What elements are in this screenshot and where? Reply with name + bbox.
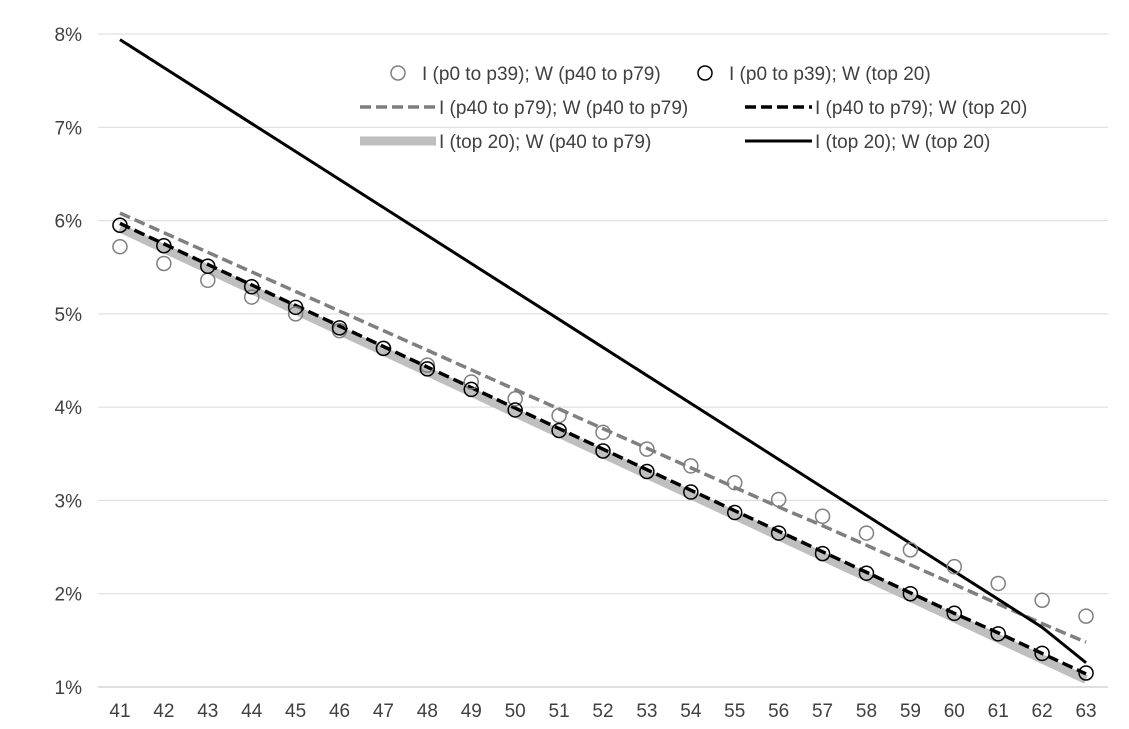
data-point: [551, 407, 567, 424]
legend-label: I (top 20); W (top 20): [815, 132, 990, 153]
x-tick-label: 62: [1032, 701, 1053, 722]
data-point: [112, 238, 128, 255]
y-tick-label: 1%: [55, 678, 83, 699]
x-tick-label: 54: [680, 701, 702, 722]
data-point: [200, 272, 216, 289]
x-tick-label: 47: [373, 701, 394, 722]
data-point: [814, 545, 831, 562]
data-point: [639, 441, 655, 457]
x-tick-label: 42: [153, 701, 174, 722]
x-tick-label: 63: [1075, 701, 1096, 722]
x-tick-label: 55: [724, 701, 745, 722]
x-tick-label: 48: [417, 701, 438, 722]
data-point: [726, 474, 743, 491]
x-tick-label: 56: [768, 701, 789, 722]
x-tick-label: 51: [549, 701, 570, 722]
data-point: [639, 463, 655, 480]
legend: I (p0 to p39); W (p40 to p79) I (p0 to p3…: [360, 64, 1027, 153]
x-tick-label: 60: [944, 701, 965, 722]
data-point: [112, 217, 128, 233]
legend-label: I (p40 to p79); W (top 20): [815, 98, 1027, 119]
legend-label: I (p0 to p39); W (p40 to p79): [422, 64, 661, 85]
series-line: [118, 223, 1088, 684]
data-point: [902, 585, 919, 602]
data-point: [1034, 592, 1050, 608]
legend-label: I (p40 to p79); W (p40 to p79): [439, 98, 688, 119]
y-tick-label: 4%: [55, 398, 83, 419]
data-point: [946, 605, 963, 622]
data-point: [331, 320, 348, 336]
data-point: [287, 306, 304, 322]
x-tick-label: 59: [900, 701, 921, 722]
x-tick-label: 49: [461, 701, 482, 722]
data-point: [683, 484, 699, 500]
x-tick-label: 45: [285, 701, 306, 722]
x-tick-label: 41: [109, 701, 130, 722]
data-point: [902, 542, 919, 558]
legend-label: I (top 20); W (p40 to p79): [439, 132, 651, 153]
legend-label: I (p0 to p39); W (top 20): [729, 64, 931, 85]
data-point: [1078, 665, 1094, 681]
series-line: [119, 38, 1087, 664]
data-point: [770, 491, 787, 508]
data-point: [243, 279, 260, 295]
data-point: [814, 508, 831, 525]
legend-marker: [390, 65, 406, 81]
legend-marker: [697, 65, 713, 81]
data-point: [726, 504, 743, 521]
data-point: [595, 443, 611, 459]
data-point: [419, 361, 436, 377]
data-point: [946, 558, 963, 575]
y-tick-label: 3%: [55, 491, 83, 512]
x-tick-label: 52: [592, 701, 613, 722]
gridlines: [98, 33, 1108, 595]
data-point: [156, 255, 172, 272]
x-tick-label: 50: [505, 701, 526, 722]
data-point: [463, 381, 480, 398]
data-point: [463, 374, 480, 390]
data-point: [858, 525, 875, 541]
data-point: [419, 357, 436, 373]
axes: 1% 2% 3% 4% 5% 6% 7% 8% 41 42 43 44 45 46 47 48 49 50 51 52…: [55, 25, 1108, 722]
data-point: [243, 289, 260, 305]
data-point: [200, 258, 216, 275]
y-tick-label: 8%: [55, 25, 83, 46]
data-point: [770, 525, 787, 541]
data-point: [1078, 608, 1094, 624]
series-line: [119, 221, 1087, 676]
data-point: [990, 626, 1006, 642]
x-tick-label: 61: [988, 701, 1009, 722]
plot-area: [112, 38, 1094, 684]
data-point: [156, 238, 172, 254]
y-tick-label: 2%: [55, 585, 83, 606]
data-point: [287, 299, 304, 316]
y-tick-label: 7%: [55, 118, 83, 139]
y-tick-label: 6%: [55, 212, 83, 233]
series-line: [119, 211, 1087, 644]
data-point: [375, 340, 392, 357]
data-point: [507, 402, 523, 418]
data-point: [858, 565, 875, 581]
data-point: [507, 390, 523, 407]
data-point: [595, 424, 611, 441]
x-tick-label: 57: [812, 701, 833, 722]
x-tick-label: 46: [329, 701, 350, 722]
data-point: [551, 422, 567, 439]
data-point: [1034, 645, 1050, 662]
data-point: [990, 575, 1006, 592]
x-tick-label: 44: [241, 701, 263, 722]
x-tick-label: 43: [197, 701, 218, 722]
data-point: [683, 458, 699, 474]
y-tick-label: 5%: [55, 305, 83, 326]
x-tick-label: 53: [636, 701, 657, 722]
x-tick-label: 58: [856, 701, 877, 722]
